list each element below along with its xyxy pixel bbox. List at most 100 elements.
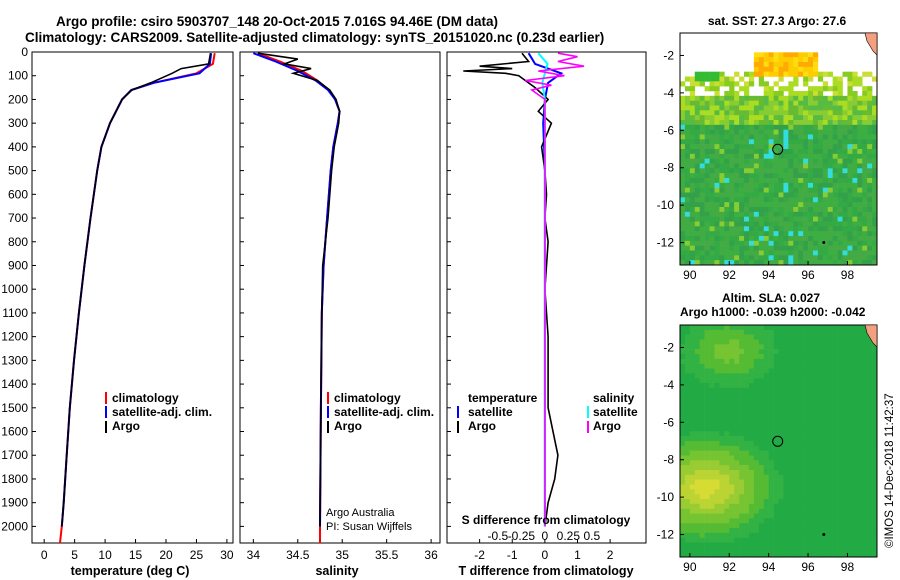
map-cell <box>837 207 843 213</box>
map-cell <box>872 547 878 553</box>
map-cell <box>704 499 710 505</box>
map-cell <box>714 436 720 442</box>
map-cell <box>837 528 843 534</box>
map-cell <box>729 120 735 126</box>
map-cell <box>719 182 725 188</box>
map-cell <box>788 66 794 72</box>
map-cell <box>680 221 686 227</box>
map-cell <box>689 513 696 519</box>
map-cell <box>832 503 838 509</box>
map-cell <box>729 373 735 379</box>
map-cell <box>734 344 740 350</box>
map-cell <box>739 445 745 451</box>
map-cell <box>803 373 809 379</box>
map-cell <box>748 470 755 476</box>
map-cell <box>867 416 873 422</box>
map-cell <box>734 489 740 495</box>
map-cell <box>734 173 740 179</box>
map-cell <box>788 245 794 251</box>
map-cell <box>803 105 809 111</box>
map-cell <box>680 455 686 461</box>
map-cell <box>857 445 863 451</box>
map-cell <box>812 363 819 369</box>
map-cell <box>852 334 858 340</box>
map-cell <box>734 378 740 384</box>
map-cell <box>739 494 745 500</box>
map-cell <box>852 173 858 179</box>
map-cell <box>788 397 794 403</box>
map-cell <box>739 226 745 232</box>
map-cell <box>827 474 833 480</box>
map-cell <box>812 494 819 500</box>
map-cell <box>694 231 700 237</box>
map-cell <box>699 129 705 135</box>
map-cell <box>778 470 784 476</box>
map-cell <box>798 528 804 534</box>
map-cell <box>788 537 794 543</box>
map-cell <box>822 129 829 135</box>
map-cell <box>704 547 710 553</box>
map-cell <box>680 465 686 471</box>
map-cell <box>744 503 750 509</box>
map-cell <box>758 158 765 164</box>
map-cell <box>763 518 769 524</box>
map-cell <box>872 402 878 408</box>
map-cell <box>783 363 789 369</box>
map-cell <box>862 255 868 261</box>
map-cell <box>822 465 829 471</box>
map-cell <box>694 192 700 198</box>
map-y-tick-label: -8 <box>663 453 674 467</box>
map-cell <box>729 387 735 393</box>
map-cell <box>719 412 725 418</box>
map-cell <box>704 528 710 534</box>
map-cell <box>778 260 784 266</box>
map-cell <box>872 407 878 413</box>
map-cell <box>739 207 745 213</box>
map-cell <box>842 378 848 384</box>
map-cell <box>729 363 735 369</box>
map-cell <box>872 532 878 538</box>
map-cell <box>694 441 700 447</box>
map-cell <box>744 421 750 427</box>
map-cell <box>872 153 878 159</box>
map-cell <box>798 383 804 389</box>
map-cell <box>852 528 858 534</box>
map-cell <box>724 95 730 101</box>
map-cell <box>689 537 696 543</box>
map-cell <box>680 402 686 408</box>
map-cell <box>739 421 745 427</box>
map-cell <box>709 489 715 495</box>
map-cell <box>680 421 686 427</box>
map-cell <box>788 144 794 150</box>
map-cell <box>763 325 769 331</box>
map-cell <box>773 255 779 261</box>
map-cell <box>788 368 794 374</box>
series-line-argo <box>257 52 341 527</box>
map-cell <box>783 392 789 398</box>
map-cell <box>704 368 710 374</box>
map-cell <box>768 508 774 514</box>
map-cell <box>704 426 710 432</box>
map-cell <box>803 158 809 164</box>
map-cell <box>768 226 774 232</box>
map-cell <box>684 354 691 360</box>
map-cell <box>753 153 760 159</box>
map-cell <box>808 105 814 111</box>
map-cell <box>709 378 715 384</box>
map-cell <box>699 450 705 456</box>
map-cell <box>744 479 750 485</box>
map-cell <box>857 460 863 466</box>
map-cell <box>817 479 824 485</box>
map-cell <box>694 532 700 538</box>
map-cell <box>768 479 774 485</box>
map-cell <box>837 474 843 480</box>
map-cell <box>748 349 755 355</box>
map-cell <box>748 144 755 150</box>
map-cell <box>867 354 873 360</box>
map-cell <box>704 153 710 159</box>
map-cell <box>773 421 779 427</box>
map-cell <box>689 344 696 350</box>
map-cell <box>744 412 750 418</box>
map-cell <box>699 378 705 384</box>
map-cell <box>694 71 700 77</box>
